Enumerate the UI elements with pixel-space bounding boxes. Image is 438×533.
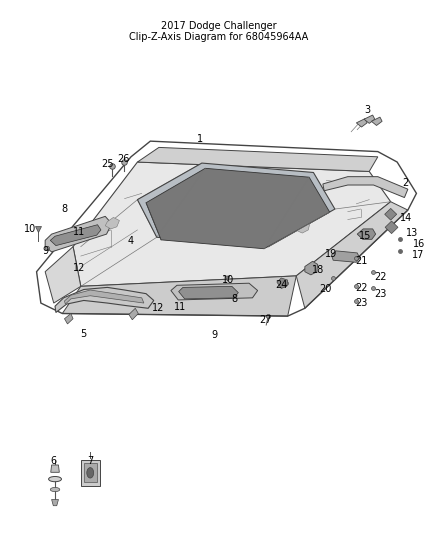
Polygon shape [171, 283, 258, 300]
Text: 16: 16 [413, 238, 425, 248]
Text: 22: 22 [355, 284, 368, 294]
Polygon shape [357, 119, 367, 127]
Polygon shape [138, 163, 335, 247]
Text: 9: 9 [42, 246, 48, 256]
Text: 5: 5 [81, 329, 87, 340]
Text: 9: 9 [212, 330, 218, 341]
Polygon shape [385, 208, 397, 220]
Text: 4: 4 [128, 237, 134, 246]
Text: 2017 Dodge Challenger: 2017 Dodge Challenger [161, 21, 277, 31]
Polygon shape [45, 247, 81, 303]
Polygon shape [81, 460, 100, 486]
Text: 1: 1 [197, 134, 203, 143]
Text: 14: 14 [399, 213, 412, 223]
Text: 15: 15 [359, 231, 371, 241]
Text: 2: 2 [403, 178, 409, 188]
Polygon shape [73, 162, 391, 286]
Polygon shape [45, 216, 112, 252]
Text: Clip-Z-Axis Diagram for 68045964AA: Clip-Z-Axis Diagram for 68045964AA [129, 31, 309, 42]
Text: 11: 11 [74, 227, 85, 237]
Text: 8: 8 [61, 204, 67, 214]
Text: 17: 17 [413, 250, 425, 260]
Ellipse shape [87, 467, 94, 478]
Text: 25: 25 [101, 159, 113, 169]
Text: 3: 3 [364, 105, 370, 115]
Text: 11: 11 [174, 302, 187, 312]
Ellipse shape [50, 488, 60, 491]
Text: 20: 20 [319, 284, 332, 294]
Polygon shape [179, 286, 238, 299]
Polygon shape [371, 117, 382, 125]
Text: 10: 10 [24, 224, 36, 234]
Polygon shape [332, 251, 360, 262]
Text: 26: 26 [117, 154, 130, 164]
Text: 23: 23 [374, 289, 387, 298]
Text: 18: 18 [311, 264, 324, 274]
Polygon shape [55, 287, 154, 312]
Text: 7: 7 [87, 456, 93, 466]
Polygon shape [364, 115, 375, 123]
Text: 13: 13 [406, 228, 418, 238]
Text: 24: 24 [275, 280, 287, 290]
Text: 27: 27 [259, 315, 272, 325]
Polygon shape [385, 221, 398, 233]
Polygon shape [105, 217, 120, 229]
Polygon shape [129, 308, 138, 320]
Polygon shape [357, 229, 376, 239]
Text: 12: 12 [152, 303, 164, 313]
Polygon shape [64, 313, 73, 324]
Polygon shape [305, 261, 318, 275]
Polygon shape [295, 220, 310, 233]
Polygon shape [296, 201, 408, 308]
Text: 21: 21 [355, 256, 367, 266]
Text: 22: 22 [374, 272, 387, 282]
Polygon shape [64, 290, 144, 304]
Text: 6: 6 [51, 456, 57, 466]
Polygon shape [52, 499, 58, 506]
Polygon shape [51, 465, 59, 472]
Polygon shape [146, 168, 330, 249]
Text: 19: 19 [325, 249, 337, 259]
Text: 12: 12 [73, 263, 86, 272]
Ellipse shape [49, 477, 61, 482]
Text: 10: 10 [222, 274, 234, 285]
Polygon shape [62, 276, 296, 316]
Polygon shape [50, 225, 101, 246]
Text: 8: 8 [231, 294, 237, 304]
Polygon shape [323, 176, 408, 198]
Polygon shape [84, 463, 97, 482]
Text: 23: 23 [355, 298, 367, 308]
Polygon shape [138, 148, 378, 172]
Polygon shape [277, 278, 288, 288]
